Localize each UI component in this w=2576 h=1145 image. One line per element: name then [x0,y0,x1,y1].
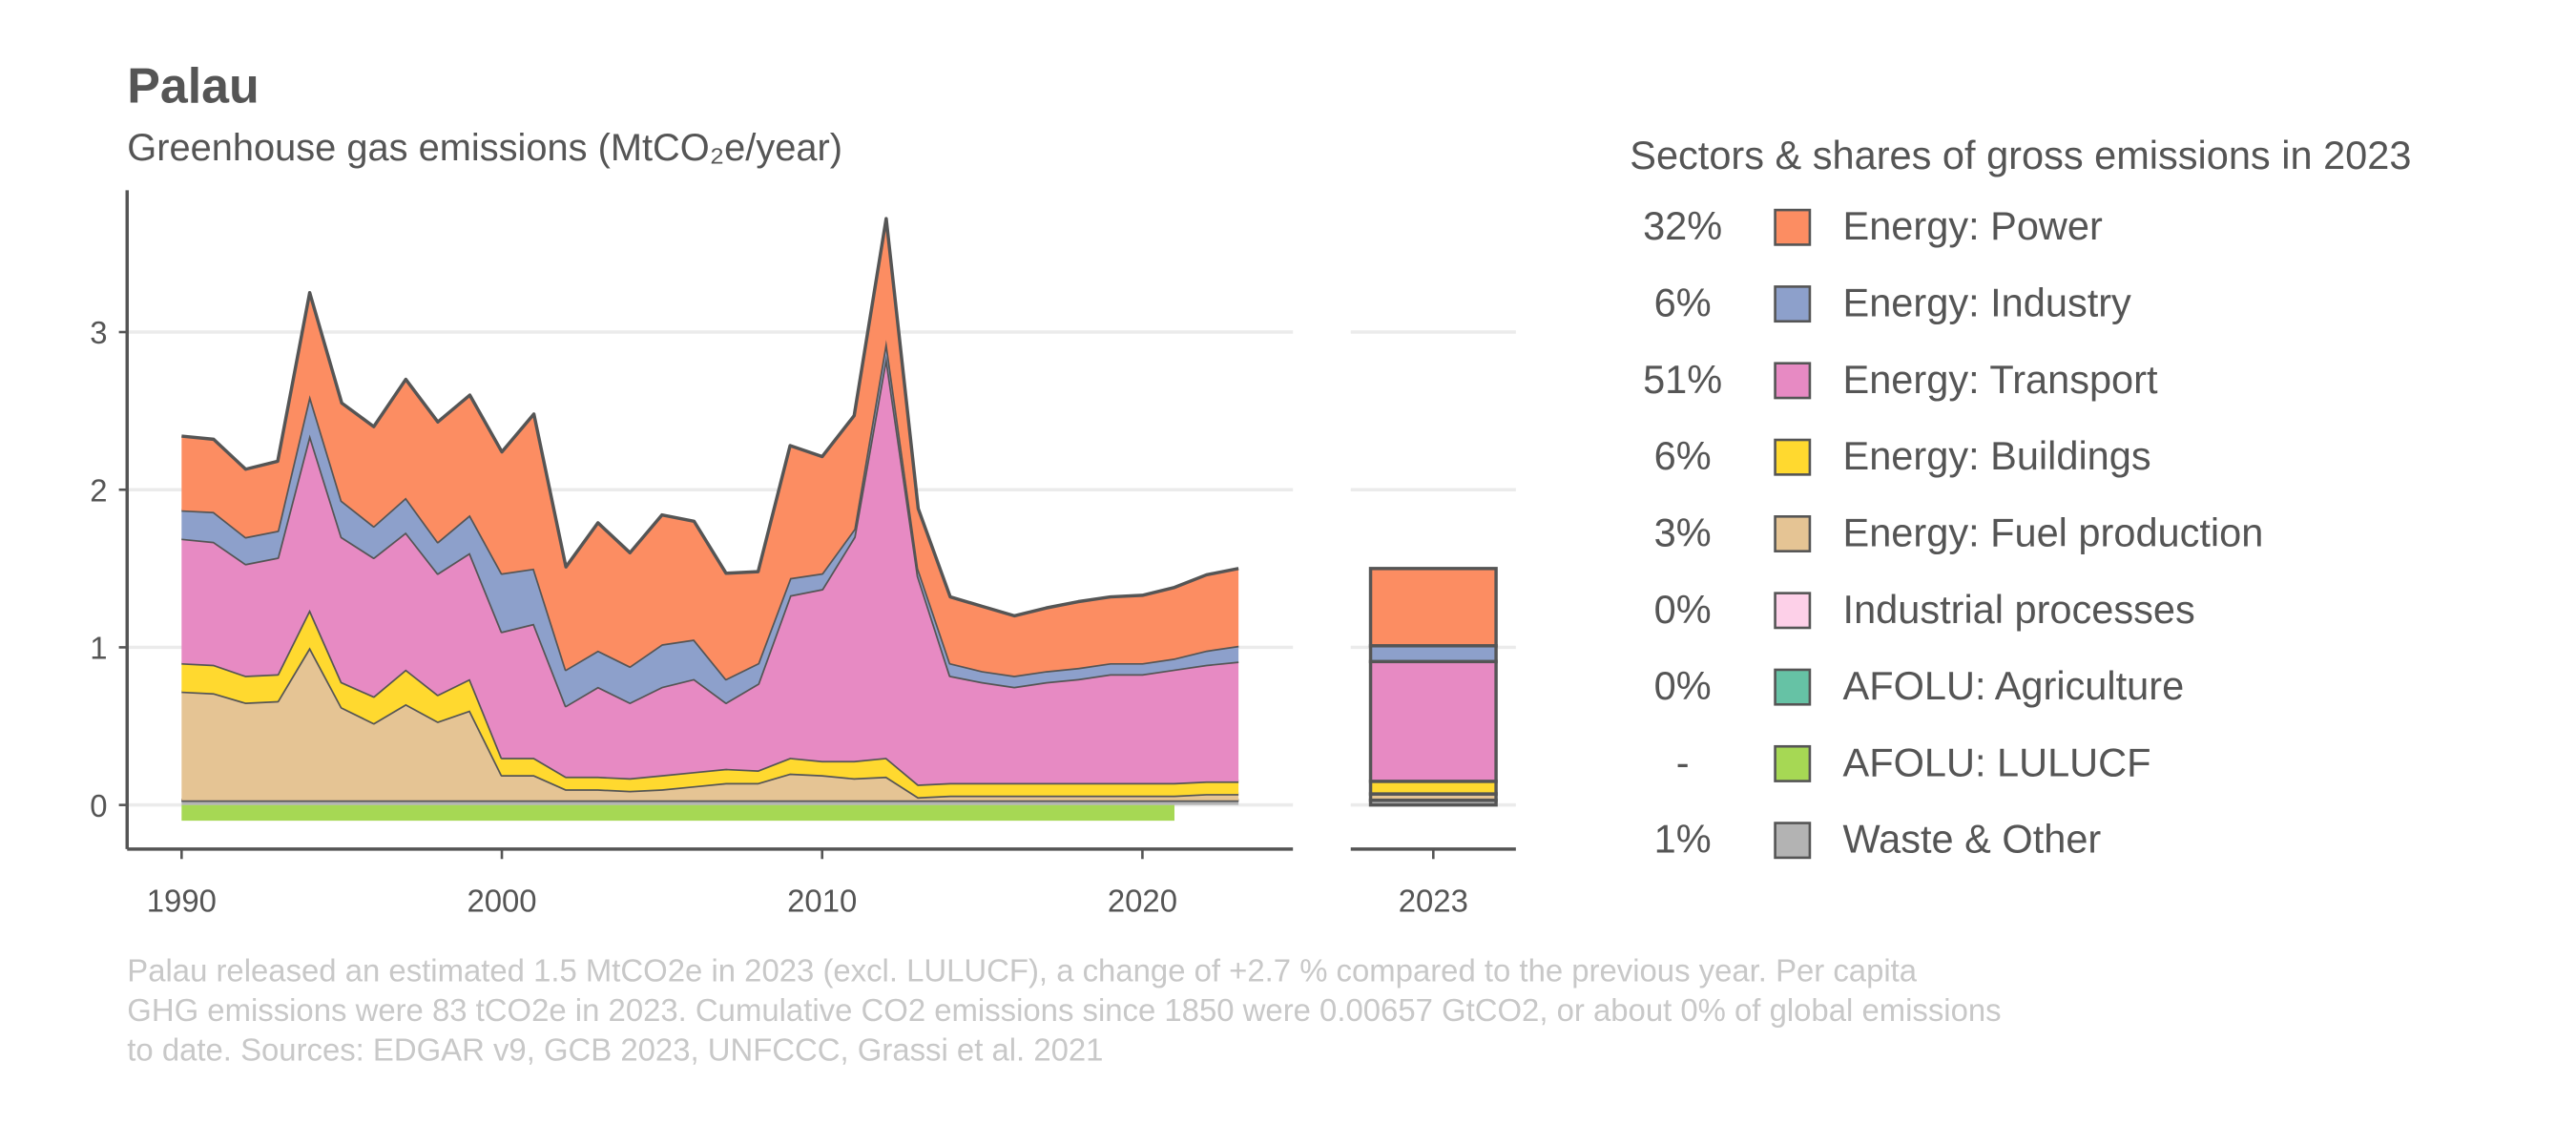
legend-share: 32% [1643,203,1722,248]
footnote: Palau released an estimated 1.5 MtCO2e i… [127,952,1918,988]
legend-share: 0% [1654,663,1712,708]
bar-segment [1368,567,1498,648]
chart-title: Palau [127,59,259,114]
area-fill [181,804,1174,822]
legend-label: Industrial processes [1843,587,2195,632]
legend-share: 6% [1654,281,1712,325]
x-tick-label: 2023 [1399,884,1468,919]
legend-share: 6% [1654,433,1712,478]
legend-title: Sectors & shares of gross emissions in 2… [1630,133,2411,177]
legend-share: 51% [1643,357,1722,402]
x-tick-label: 2020 [1108,884,1177,919]
legend-share: 3% [1654,510,1712,554]
legend-swatch [1774,208,1812,246]
area-fill [181,340,1239,706]
legend-share: 0% [1654,587,1712,632]
legend-label: Energy: Industry [1843,281,2132,325]
legend-swatch [1774,438,1812,476]
legend-label: AFOLU: Agriculture [1843,663,2185,708]
area-fill [181,355,1239,785]
y-tick-label: 1 [90,631,107,666]
x-tick-label: 1990 [147,884,217,919]
legend-label: Energy: Buildings [1843,433,2151,478]
y-tick-label: 0 [90,788,107,823]
legend-label: Waste & Other [1843,817,2102,862]
x-tick-label: 2010 [787,884,857,919]
legend-label: Energy: Transport [1843,357,2158,402]
legend-share: 1% [1654,817,1712,862]
chart-subtitle: Greenhouse gas emissions (MtCO₂e/year) [127,127,842,169]
y-tick-label: 2 [90,472,107,508]
bar-segment [1368,780,1498,796]
bar-segment [1368,644,1498,664]
area-fill [181,609,1239,798]
legend-label: Energy: Power [1843,203,2103,248]
x-tick-label: 2000 [467,884,536,919]
legend-swatch [1774,515,1812,552]
legend-swatch [1774,285,1812,323]
area-outline [181,217,1239,618]
bar-segment [1368,659,1498,783]
legend-label: AFOLU: LULUCF [1843,739,2151,784]
legend-swatch [1774,592,1812,630]
y-tick-label: 3 [90,315,107,350]
legend-swatch [1774,668,1812,706]
legend-swatch [1774,362,1812,400]
area-fill [181,647,1239,801]
footnote: GHG emissions were 83 tCO2e in 2023. Cum… [127,992,2001,1028]
legend-share: - [1676,739,1690,784]
legend-label: Energy: Fuel production [1843,510,2264,554]
footnote: to date. Sources: EDGAR v9, GCB 2023, UN… [127,1031,1103,1067]
legend-swatch [1774,744,1812,782]
legend-swatch [1774,822,1812,860]
area-fill [181,219,1239,679]
